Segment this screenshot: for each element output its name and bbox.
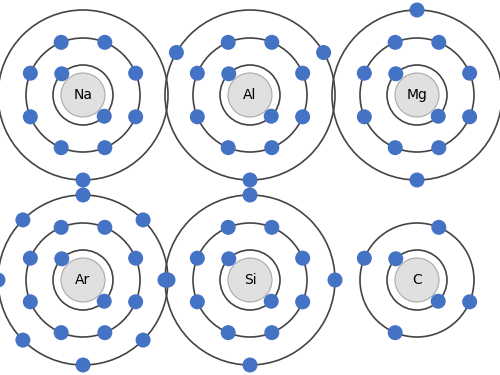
Circle shape xyxy=(228,258,272,302)
Circle shape xyxy=(388,66,404,81)
Circle shape xyxy=(128,294,143,309)
Circle shape xyxy=(264,294,278,309)
Circle shape xyxy=(462,294,477,309)
Circle shape xyxy=(136,333,150,348)
Circle shape xyxy=(264,109,278,124)
Circle shape xyxy=(98,140,112,155)
Text: Al: Al xyxy=(244,88,256,102)
Circle shape xyxy=(128,110,143,125)
Circle shape xyxy=(16,212,30,227)
Circle shape xyxy=(395,258,439,302)
Circle shape xyxy=(410,172,424,188)
Circle shape xyxy=(54,325,68,340)
Circle shape xyxy=(61,258,105,302)
Text: Ar: Ar xyxy=(76,273,90,287)
Circle shape xyxy=(23,251,38,266)
Circle shape xyxy=(190,251,205,266)
Circle shape xyxy=(264,220,280,235)
Circle shape xyxy=(357,251,372,266)
Circle shape xyxy=(242,357,258,372)
Text: C: C xyxy=(412,273,422,287)
Circle shape xyxy=(222,251,236,266)
Circle shape xyxy=(61,73,105,117)
Circle shape xyxy=(128,66,143,81)
Circle shape xyxy=(432,220,446,235)
Circle shape xyxy=(54,251,70,266)
Circle shape xyxy=(388,325,402,340)
Circle shape xyxy=(128,251,143,266)
Circle shape xyxy=(242,172,258,188)
Circle shape xyxy=(54,220,68,235)
Text: Si: Si xyxy=(244,273,256,287)
Circle shape xyxy=(388,251,404,266)
Circle shape xyxy=(220,220,236,235)
Circle shape xyxy=(388,140,402,155)
Circle shape xyxy=(54,140,68,155)
Circle shape xyxy=(220,325,236,340)
Circle shape xyxy=(228,73,272,117)
Circle shape xyxy=(190,66,205,81)
Circle shape xyxy=(357,110,372,125)
Circle shape xyxy=(462,110,477,125)
Circle shape xyxy=(328,273,342,288)
Circle shape xyxy=(388,35,402,50)
Circle shape xyxy=(98,220,112,235)
Circle shape xyxy=(76,188,90,202)
Circle shape xyxy=(432,140,446,155)
Circle shape xyxy=(98,325,112,340)
Circle shape xyxy=(76,357,90,372)
Circle shape xyxy=(462,66,477,81)
Circle shape xyxy=(264,35,280,50)
Circle shape xyxy=(76,172,90,188)
Circle shape xyxy=(295,66,310,81)
Circle shape xyxy=(220,140,236,155)
Circle shape xyxy=(96,109,112,124)
Text: Mg: Mg xyxy=(406,88,428,102)
Circle shape xyxy=(190,110,205,125)
Circle shape xyxy=(430,294,446,309)
Circle shape xyxy=(169,45,184,60)
Circle shape xyxy=(54,66,70,81)
Circle shape xyxy=(316,45,331,60)
Circle shape xyxy=(23,110,38,125)
Circle shape xyxy=(295,294,310,309)
Circle shape xyxy=(264,325,280,340)
Circle shape xyxy=(357,66,372,81)
Circle shape xyxy=(430,109,446,124)
Circle shape xyxy=(220,35,236,50)
Circle shape xyxy=(264,140,280,155)
Circle shape xyxy=(295,110,310,125)
Circle shape xyxy=(98,35,112,50)
Circle shape xyxy=(242,188,258,202)
Circle shape xyxy=(96,294,112,309)
Circle shape xyxy=(295,251,310,266)
Circle shape xyxy=(23,66,38,81)
Circle shape xyxy=(222,66,236,81)
Circle shape xyxy=(23,294,38,309)
Circle shape xyxy=(395,73,439,117)
Circle shape xyxy=(158,273,172,288)
Circle shape xyxy=(410,3,424,18)
Circle shape xyxy=(160,273,176,288)
Circle shape xyxy=(190,294,205,309)
Text: Na: Na xyxy=(74,88,92,102)
Circle shape xyxy=(136,212,150,227)
Circle shape xyxy=(54,35,68,50)
Circle shape xyxy=(432,35,446,50)
Circle shape xyxy=(0,273,6,288)
Circle shape xyxy=(16,333,30,348)
